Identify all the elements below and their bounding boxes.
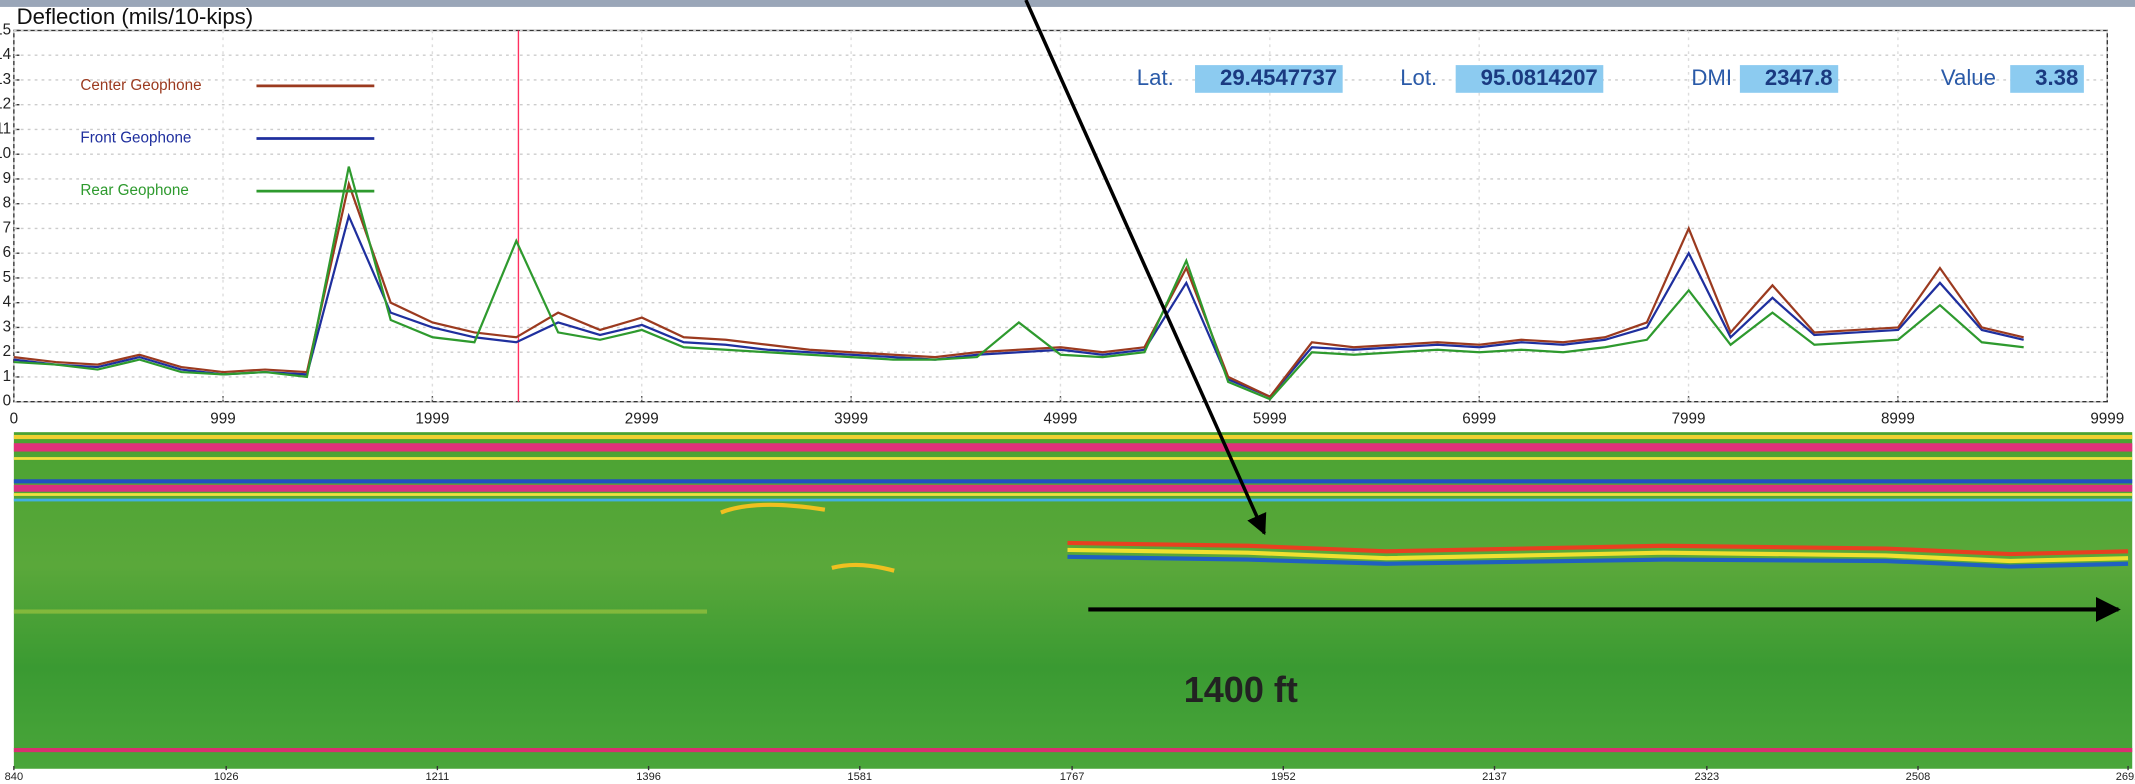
radar-reflection: [1067, 554, 2129, 569]
x-tick-label: 840: [5, 771, 23, 783]
y-tick-label: 6: [3, 244, 11, 261]
y-tick-label: 15: [0, 22, 11, 39]
readout-label: Lat.: [1137, 65, 1174, 90]
legend-label: Rear Geophone: [80, 182, 188, 199]
x-tick-label: 6999: [1462, 411, 1496, 428]
x-tick-label: 2508: [1906, 771, 1931, 783]
x-tick-label: 2692: [2116, 771, 2135, 783]
x-tick-label: 9999: [2090, 411, 2124, 428]
x-tick-label: 1999: [415, 411, 449, 428]
x-tick-label: 2137: [1482, 771, 1507, 783]
chart-title: Deflection (mils/10-kips): [17, 4, 254, 29]
radar-band: [13, 457, 2133, 460]
y-tick-label: 2: [3, 343, 11, 360]
radar-reflection: [1067, 547, 2129, 564]
series-line: [13, 166, 2024, 401]
x-tick-label: 1396: [636, 771, 661, 783]
legend-label: Center Geophone: [80, 77, 201, 94]
x-tick-label: 5999: [1253, 411, 1287, 428]
legend-label: Front Geophone: [80, 130, 191, 147]
x-tick-label: 1952: [1271, 771, 1296, 783]
series-line: [13, 179, 2024, 399]
radargram: [13, 432, 2133, 769]
radar-band: [13, 609, 708, 614]
readout-value: 3.38: [2035, 65, 2078, 90]
radar-axis: 840 1026 1211 1396 1581 1767 1952 2137 2323 2508 2…: [5, 765, 2135, 783]
readout-box: [1739, 65, 1839, 93]
series-lines: [13, 166, 2024, 401]
radar-reflection: [831, 562, 895, 573]
x-tick-label: 2999: [625, 411, 659, 428]
legend: Center Geophone Front Geophone Rear Geopho…: [80, 77, 375, 199]
y-tick-label: 3: [3, 318, 11, 335]
y-tick-label: 4: [3, 294, 12, 311]
radar-band: [13, 484, 2133, 492]
y-tick-label: 11: [0, 121, 11, 138]
radar-band: [13, 493, 2133, 496]
readout-label: Lot.: [1400, 65, 1437, 90]
y-tick-label: 14: [0, 46, 12, 63]
x-tick-label: 999: [210, 411, 235, 428]
x-tick-label: 1581: [847, 771, 872, 783]
readouts: Lat. 29.4547737 Lot. 95.0814207 DMI 2347.8 Val…: [1137, 65, 2084, 93]
readout-box: [1195, 65, 1343, 93]
annotation: 1400 ft: [1184, 669, 1298, 710]
x-tick-label: 2323: [1694, 771, 1719, 783]
readout-value: 2347.8: [1765, 65, 1833, 90]
x-tick-label: 0: [10, 411, 18, 428]
y-tick-label: 13: [0, 71, 11, 88]
y-tick-label: 10: [0, 145, 11, 162]
y-tick-label: 0: [3, 393, 11, 410]
y-tick-label: 5: [3, 269, 11, 286]
y-tick-label: 1: [3, 368, 11, 385]
x-tick-label: 4999: [1044, 411, 1078, 428]
readout-label: DMI: [1691, 65, 1732, 90]
y-tick-label: 7: [3, 219, 11, 236]
readout-label: Value: [1941, 65, 1996, 90]
y-tick-label: 12: [0, 96, 11, 113]
radar-reflection: [720, 502, 826, 515]
x-tick-label: 1026: [214, 771, 239, 783]
x-tick-label: 1211: [425, 771, 449, 783]
readout-value: 95.0814207: [1481, 65, 1598, 90]
series-line: [13, 212, 2024, 399]
readout-box: [2010, 65, 2084, 93]
radar-band: [13, 479, 2133, 484]
y-tick-label: 8: [3, 195, 11, 212]
radar-band: [13, 747, 2133, 753]
x-tick-label: 3999: [834, 411, 868, 428]
pointer-arrow: [1024, 0, 1267, 536]
x-tick-label: 7999: [1672, 411, 1706, 428]
radar-band: [13, 498, 2133, 502]
x-tick-label: 1767: [1060, 771, 1085, 783]
grid: 0123456789101112131415099919992999399949…: [0, 22, 2124, 428]
radar-band: [13, 443, 2133, 452]
radar-band: [13, 434, 2133, 440]
y-tick-label: 9: [3, 170, 11, 187]
window-strip: [0, 0, 2135, 7]
x-tick-label: 8999: [1881, 411, 1915, 428]
radar-reflection: [1067, 540, 2129, 557]
readout-value: 29.4547737: [1220, 65, 1337, 90]
readout-box: [1455, 65, 1604, 93]
